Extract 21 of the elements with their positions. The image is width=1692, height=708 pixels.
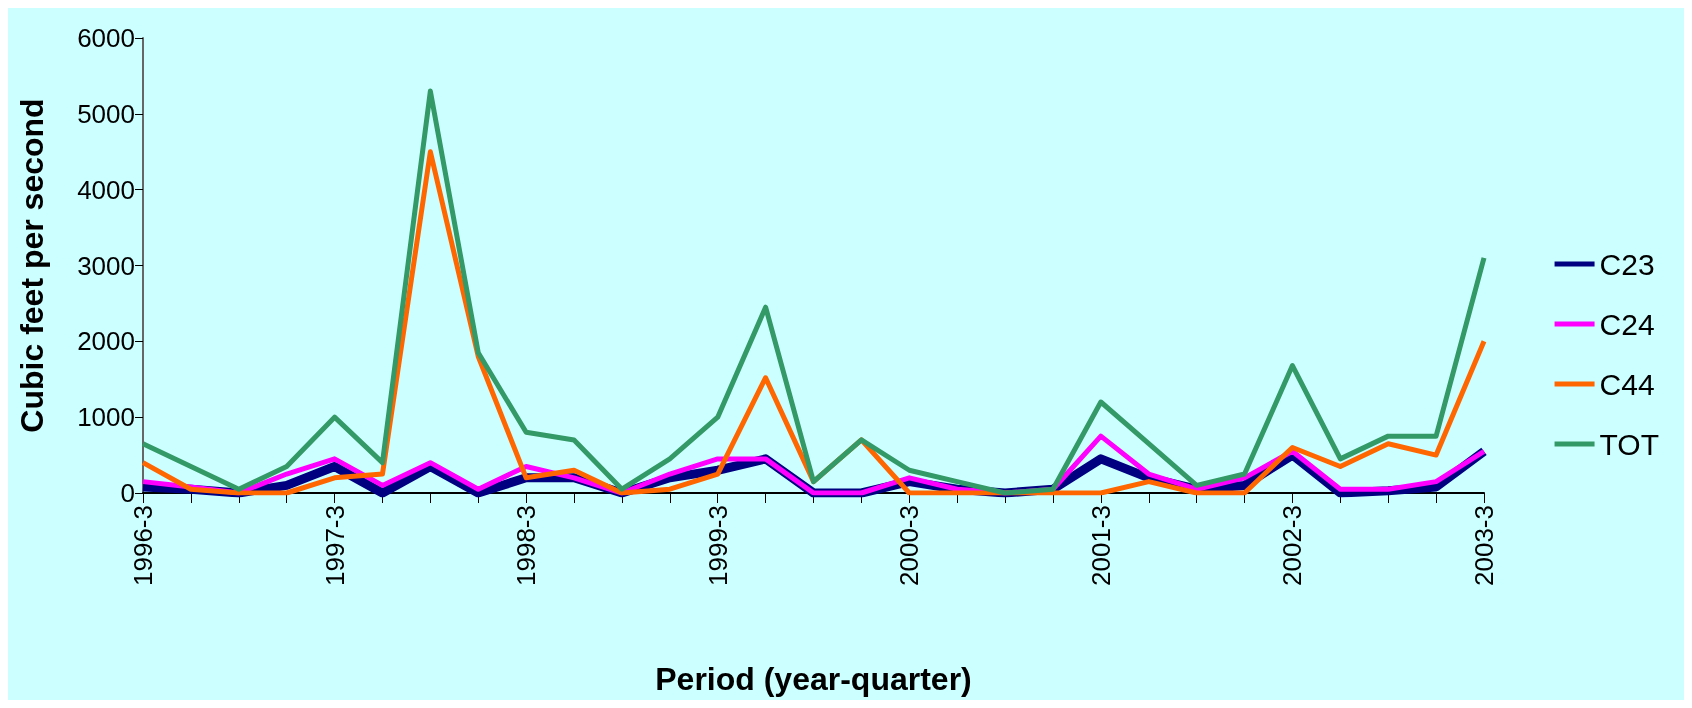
x-tick-label: 1998-3 [511, 505, 542, 586]
y-tick-label: 0 [120, 478, 135, 508]
y-axis-title: Cubic feet per second [14, 98, 50, 433]
y-tick-label: 1000 [77, 402, 135, 433]
legend-label: C44 [1599, 367, 1655, 401]
legend-label: TOT [1599, 427, 1660, 461]
x-tick-label: 1996-3 [128, 505, 158, 586]
y-tick-label: 4000 [77, 174, 135, 205]
y-tick-label: 3000 [77, 250, 135, 281]
y-tick-label: 5000 [77, 98, 135, 129]
x-tick-label: 1997-3 [319, 505, 350, 586]
x-tick-label: 1999-3 [702, 505, 733, 586]
x-axis-title: Period (year-quarter) [655, 661, 972, 697]
x-tick-label: 2003-3 [1469, 505, 1499, 586]
y-tick-label: 6000 [77, 23, 135, 53]
legend-label: C24 [1599, 307, 1655, 341]
x-tick-label: 2002-3 [1277, 505, 1308, 586]
x-tick-label: 2000-3 [894, 505, 925, 586]
y-tick-label: 2000 [77, 326, 135, 357]
legend-label: C23 [1599, 247, 1655, 281]
x-tick-label: 2001-3 [1085, 505, 1116, 586]
